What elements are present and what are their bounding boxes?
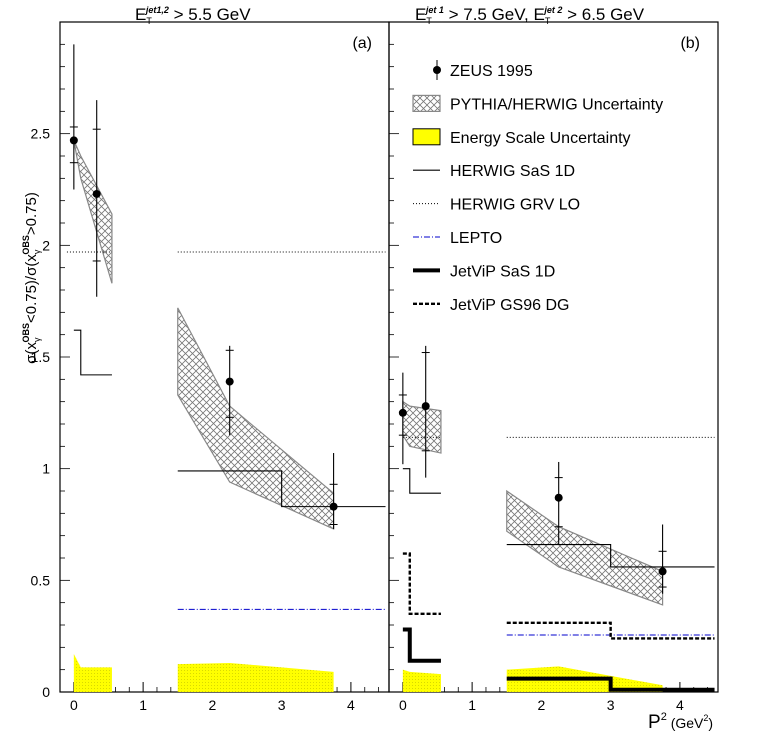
energy-scale-band — [73, 654, 112, 692]
x-tick-label: 0 — [70, 697, 78, 713]
panel-b-label: (b) — [680, 35, 700, 52]
herwig-sas1d-line — [402, 468, 441, 494]
zeus-data-point — [69, 136, 78, 145]
zeus-data-point — [398, 408, 407, 417]
legend-label: JetViP SaS 1D — [450, 263, 555, 280]
legend-label: LEPTO — [450, 230, 502, 247]
panel-b-header: ETjet 1 > 7.5 GeV, ETjet 2 > 6.5 GeV — [415, 5, 645, 26]
zeus-data-point — [554, 493, 563, 502]
x-tick-label: 0 — [399, 697, 407, 713]
x-tick-label: 4 — [347, 697, 355, 713]
zeus-data-point — [329, 502, 338, 511]
jetvip-gs96dg-line — [506, 621, 715, 640]
panel-a-header: ETjet1,2 > 5.5 GeV — [135, 5, 251, 26]
herwig-sas1d-line — [177, 470, 386, 508]
pythia-herwig-band — [177, 307, 335, 530]
panel-b-frame — [388, 21, 719, 693]
y-tick-label: 2 — [42, 237, 50, 253]
legend-zeus-marker — [433, 66, 441, 74]
pythia-herwig-band — [402, 400, 442, 454]
y-axis-title: σ(xγOBS<0.75)/σ(xγOBS>0.75) — [21, 192, 42, 364]
y-tick-label: 1.5 — [31, 349, 51, 365]
zeus-data-point — [658, 567, 667, 576]
energy-scale-band — [402, 669, 441, 692]
x-axis-title: P2 (GeV2) — [648, 711, 713, 733]
x-tick-label: 4 — [676, 697, 684, 713]
legend-escale-swatch — [412, 128, 441, 146]
y-tick-label: 0 — [42, 684, 50, 700]
pythia-herwig-band — [73, 140, 113, 284]
x-tick-label: 1 — [139, 697, 147, 713]
panel-a-frame — [59, 21, 390, 693]
zeus-data-point — [421, 402, 430, 411]
legend-label: JetViP GS96 DG — [450, 297, 569, 314]
x-tick-label: 1 — [468, 697, 476, 713]
x-tick-label: 2 — [537, 697, 545, 713]
jetvip-sas1d-line — [506, 676, 715, 692]
pythia-herwig-band — [506, 489, 664, 606]
jetvip-sas1d-line — [402, 627, 441, 663]
zeus-data-point — [92, 189, 101, 198]
legend: ZEUS 1995 PYTHIA/HERWIG Uncertainty Energy… — [412, 60, 663, 314]
legend-label: Energy Scale Uncertainty — [450, 130, 631, 147]
x-tick-label: 2 — [208, 697, 216, 713]
zeus-data-point — [225, 377, 234, 386]
legend-band-swatch — [412, 94, 441, 113]
energy-scale-band — [177, 662, 334, 692]
y-tick-label: 2.5 — [31, 126, 51, 142]
herwig-sas1d-line — [73, 329, 112, 376]
x-tick-label: 3 — [607, 697, 615, 713]
legend-label: PYTHIA/HERWIG Uncertainty — [450, 96, 663, 113]
legend-label: HERWIG GRV LO — [450, 197, 580, 214]
panel-a-label: (a) — [352, 35, 372, 52]
panel-a: (a) 0 1 2 3 4 0 0.5 1 1.5 2 2.5 — [31, 21, 390, 713]
y-tick-label: 0.5 — [31, 572, 51, 588]
x-tick-label: 3 — [278, 697, 286, 713]
jetvip-gs96dg-line — [402, 552, 441, 616]
panel-b: (b) 0 1 2 3 4 — [388, 21, 719, 713]
legend-label: ZEUS 1995 — [450, 63, 533, 80]
y-tick-label: 1 — [42, 461, 50, 477]
legend-label: HERWIG SaS 1D — [450, 163, 575, 180]
